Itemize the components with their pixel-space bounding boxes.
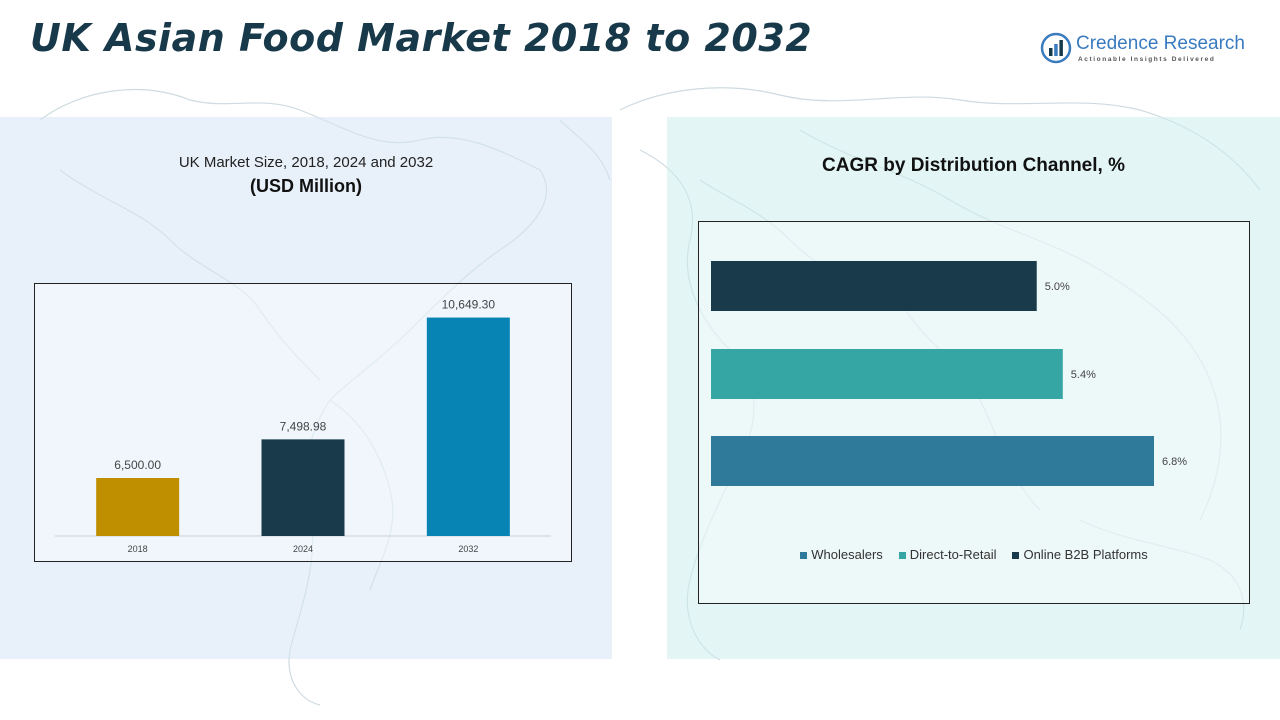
bar-wholesalers (711, 436, 1154, 486)
legend-label-wholesalers: Wholesalers (811, 547, 883, 562)
cagr-chart-title: CAGR by Distribution Channel, % (822, 155, 1125, 176)
cagr-chart-svg: 5.0% 5.4% 6.8% (711, 261, 1187, 486)
legend-label-direct-to-retail: Direct-to-Retail (909, 547, 997, 562)
bar-2024 (261, 439, 345, 536)
brand-tagline: Actionable Insights Delivered (1078, 56, 1216, 63)
bar-2032 (426, 317, 510, 536)
credence-chart-icon (1040, 32, 1072, 64)
legend-item-direct-to-retail: Direct-to-Retail (898, 547, 997, 562)
legend-swatch-online-b2b-platforms (1012, 552, 1020, 560)
data-label-direct-to-retail: 5.4% (1071, 369, 1096, 381)
market-size-chart: 6,500.00 2018 7,498.98 2024 10,649.30 2032 (34, 283, 572, 562)
x-tick-label-2024: 2024 (293, 544, 313, 554)
legend-swatch-wholesalers (800, 552, 808, 560)
bar-direct-to-retail (711, 349, 1063, 399)
legend-label-online-b2b-platforms: Online B2B Platforms (1023, 547, 1148, 562)
legend-item-online-b2b-platforms: Online B2B Platforms (1012, 547, 1148, 562)
cagr-legend: Wholesalers Direct-to-Retail Online B2B Pl… (699, 547, 1249, 562)
legend-swatch-direct-to-retail (898, 552, 906, 560)
legend-item-wholesalers: Wholesalers (800, 547, 883, 562)
x-tick-label-2018: 2018 (128, 544, 148, 554)
bar-online-b2b-platforms (711, 261, 1037, 311)
market-size-chart-svg: 6,500.00 2018 7,498.98 2024 10,649.30 2032 (55, 298, 551, 554)
data-label-online-b2b-platforms: 5.0% (1045, 281, 1070, 293)
data-label-2018: 6,500.00 (114, 458, 161, 472)
market-size-chart-title: UK Market Size, 2018, 2024 and 2032 (178, 154, 434, 171)
brand-logo: Credence Research Actionable Insights De… (1040, 30, 1260, 70)
brand-name: Credence Research (1076, 33, 1245, 54)
data-label-2032: 10,649.30 (442, 298, 496, 312)
x-tick-label-2032: 2032 (458, 544, 478, 554)
cagr-chart: 5.0% 5.4% 6.8% Wholesalers Direct-to-Retail… (698, 221, 1250, 604)
bar-2018 (96, 478, 180, 536)
data-label-2024: 7,498.98 (280, 419, 327, 433)
market-size-panel (0, 117, 612, 659)
page-title: UK Asian Food Market 2018 to 2032 (30, 16, 813, 60)
data-label-wholesalers: 6.8% (1162, 456, 1187, 468)
market-size-chart-unit: (USD Million) (250, 176, 362, 196)
